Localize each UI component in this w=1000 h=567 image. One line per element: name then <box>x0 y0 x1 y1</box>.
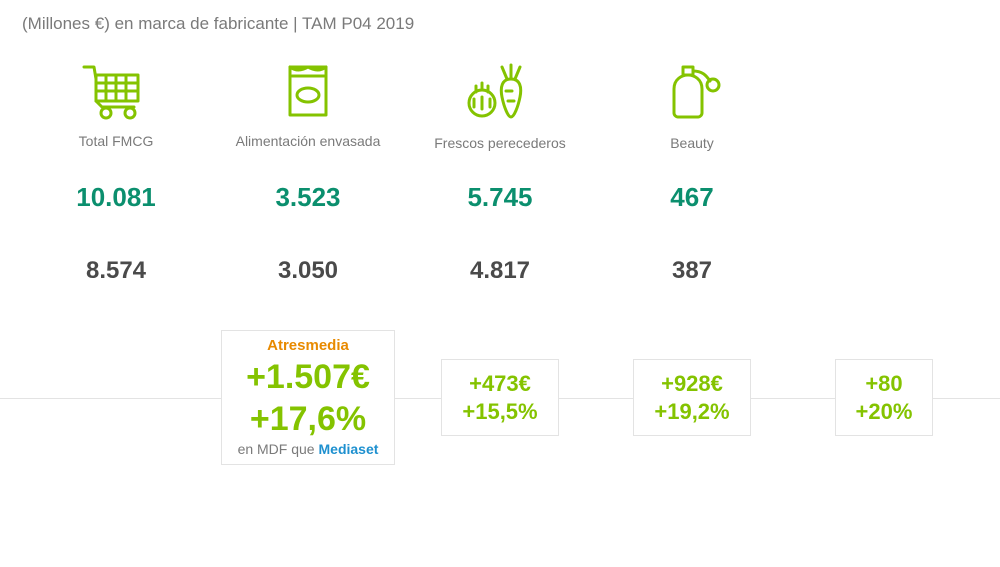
delta-pct: +15,5% <box>462 398 537 426</box>
delta-box-beauty: +80 +20% <box>835 359 934 436</box>
cell-delta-alimentacion: +473€ +15,5% <box>404 329 596 466</box>
cell-icon-alimentacion: Alimentación envasada <box>212 58 404 152</box>
cell-icon-beauty: Beauty <box>596 58 788 152</box>
val-teal-beauty: 467 <box>596 152 788 243</box>
row-icons: Total FMCG Alimentación envasada <box>20 58 980 152</box>
cell-icon-frescos: Frescos perecederos <box>404 58 596 152</box>
cell-delta-frescos: +928€ +19,2% <box>596 329 788 466</box>
delta-pct: +19,2% <box>654 398 729 426</box>
delta-box-frescos: +928€ +19,2% <box>633 359 750 436</box>
delta-amount: +473€ <box>462 370 537 398</box>
delta-top-label: Atresmedia <box>238 337 379 356</box>
page-title: (Millones €) en marca de fabricante | TA… <box>22 14 980 34</box>
cell-delta-total_fmcg: Atresmedia +1.507€ +17,6% en MDF que Med… <box>212 329 404 466</box>
label-frescos: Frescos perecederos <box>405 135 595 151</box>
val-gray-alimentacion: 3.050 <box>212 243 404 299</box>
delta-amount: +80 <box>856 370 913 398</box>
delta-pct: +17,6% <box>238 398 379 441</box>
data-grid: Total FMCG Alimentación envasada <box>20 58 980 466</box>
val-gray-total_fmcg: 8.574 <box>20 243 212 299</box>
produce-icon <box>462 59 538 123</box>
package-icon <box>278 61 338 121</box>
perfume-icon <box>660 59 724 123</box>
delta-bottom-hl: Mediaset <box>319 441 379 457</box>
delta-box-alimentacion: +473€ +15,5% <box>441 359 558 436</box>
val-teal-alimentacion: 3.523 <box>212 152 404 243</box>
val-teal-total_fmcg: 10.081 <box>20 152 212 243</box>
row-values-gray: 8.574 3.050 4.817 387 <box>20 243 980 299</box>
val-teal-frescos: 5.745 <box>404 152 596 243</box>
delta-bottom-label: en MDF que Mediaset <box>238 441 379 459</box>
row-values-teal: 10.081 3.523 5.745 467 <box>20 152 980 243</box>
cart-icon <box>80 61 152 121</box>
delta-amount: +1.507€ <box>238 356 379 399</box>
delta-pct: +20% <box>856 398 913 426</box>
label-alimentacion: Alimentación envasada <box>213 133 403 149</box>
delta-amount: +928€ <box>654 370 729 398</box>
val-gray-beauty: 387 <box>596 243 788 299</box>
label-total_fmcg: Total FMCG <box>21 133 211 149</box>
cell-icon-total_fmcg: Total FMCG <box>20 58 212 152</box>
row-deltas: Atresmedia +1.507€ +17,6% en MDF que Med… <box>20 329 980 466</box>
delta-box-total_fmcg: Atresmedia +1.507€ +17,6% en MDF que Med… <box>221 330 396 465</box>
delta-bottom-pre: en MDF que <box>238 441 319 457</box>
label-beauty: Beauty <box>597 135 787 151</box>
cell-delta-beauty: +80 +20% <box>788 329 980 466</box>
val-gray-frescos: 4.817 <box>404 243 596 299</box>
